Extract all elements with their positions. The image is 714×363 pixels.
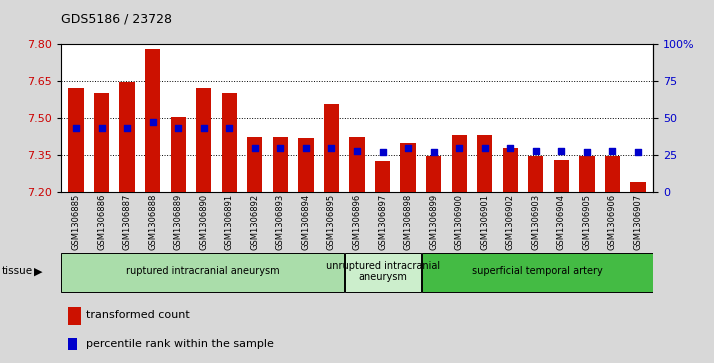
Text: percentile rank within the sample: percentile rank within the sample [86,339,273,349]
Point [633,149,644,155]
Point [530,148,541,154]
Point [223,126,235,131]
Point [581,149,593,155]
Point [403,145,414,151]
Bar [477,135,493,192]
Text: tissue: tissue [1,266,33,276]
Bar [349,136,365,192]
Point [351,148,363,154]
Bar [323,104,339,192]
Bar [579,156,595,192]
Point [607,148,618,154]
Point [249,145,261,151]
Bar [247,136,263,192]
Point [96,126,107,131]
Text: GDS5186 / 23728: GDS5186 / 23728 [61,13,171,26]
Point [555,148,567,154]
Point [198,126,209,131]
Bar [171,117,186,192]
Bar [553,160,569,192]
Bar [345,253,421,292]
Bar [528,156,543,192]
Bar [94,93,109,192]
Bar [61,253,343,292]
Point [300,145,311,151]
Point [173,126,184,131]
Bar [503,148,518,192]
Bar [630,183,645,192]
Point [479,145,491,151]
Point [147,119,159,125]
Text: ruptured intracranial aneurysm: ruptured intracranial aneurysm [126,266,279,276]
Text: ▶: ▶ [34,266,43,276]
Bar [145,49,161,192]
Point [453,145,465,151]
Bar [426,156,441,192]
Bar [119,82,135,192]
Point [326,145,337,151]
Point [428,149,439,155]
Bar [422,253,653,292]
Text: superficial temporal artery: superficial temporal artery [472,266,603,276]
Point [275,145,286,151]
Bar [375,162,391,192]
Bar [605,156,620,192]
Point [121,126,133,131]
Text: unruptured intracranial
aneurysm: unruptured intracranial aneurysm [326,261,440,282]
Bar [196,88,211,192]
Point [505,145,516,151]
Bar [221,93,237,192]
Text: transformed count: transformed count [86,310,189,320]
Bar [298,138,313,192]
Bar [401,143,416,192]
Point [70,126,81,131]
Bar [451,135,467,192]
Bar [69,88,84,192]
Point [377,149,388,155]
Bar [273,136,288,192]
